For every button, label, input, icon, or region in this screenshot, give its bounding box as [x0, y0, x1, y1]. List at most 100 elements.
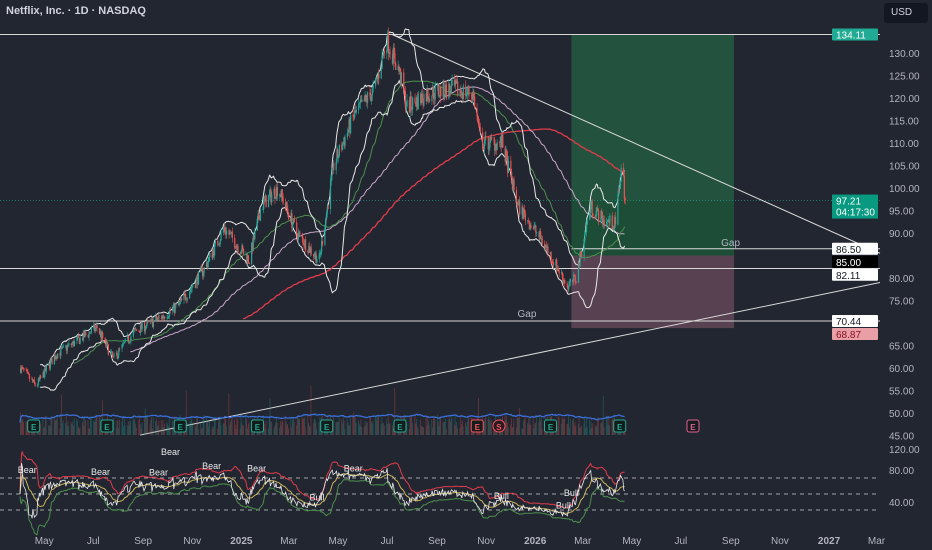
candle[interactable] — [442, 81, 444, 97]
candle[interactable] — [386, 49, 388, 54]
candle[interactable] — [90, 328, 93, 333]
candle[interactable] — [81, 337, 84, 341]
candle[interactable] — [247, 255, 250, 263]
candle[interactable] — [507, 155, 509, 173]
earnings-marker-icon[interactable] — [250, 419, 264, 433]
candle[interactable] — [308, 246, 311, 253]
candle[interactable] — [78, 337, 80, 344]
candle[interactable] — [42, 371, 44, 378]
candle[interactable] — [400, 72, 402, 85]
candle[interactable] — [218, 243, 221, 246]
candle[interactable] — [256, 218, 258, 231]
candle[interactable] — [370, 95, 372, 101]
candle[interactable] — [298, 232, 300, 234]
candle[interactable] — [98, 328, 101, 334]
candle[interactable] — [423, 93, 425, 106]
candle[interactable] — [518, 201, 520, 204]
candle[interactable] — [494, 143, 497, 151]
candle[interactable] — [337, 156, 340, 159]
candle[interactable] — [624, 198, 626, 201]
candle[interactable] — [208, 257, 210, 262]
candle[interactable] — [342, 143, 344, 150]
candle[interactable] — [231, 231, 233, 238]
candle[interactable] — [172, 307, 174, 312]
candle[interactable] — [325, 213, 328, 219]
candle[interactable] — [522, 206, 524, 219]
candle[interactable] — [547, 246, 549, 254]
candle[interactable] — [38, 378, 40, 380]
candle[interactable] — [239, 251, 241, 254]
candle[interactable] — [550, 252, 552, 262]
candle[interactable] — [358, 103, 361, 105]
candle[interactable] — [583, 240, 585, 257]
candle[interactable] — [457, 81, 459, 95]
candle[interactable] — [432, 86, 435, 99]
candle[interactable] — [262, 209, 264, 210]
candle[interactable] — [281, 189, 283, 197]
candle[interactable] — [205, 262, 208, 268]
candle[interactable] — [324, 228, 326, 245]
candle[interactable] — [144, 328, 146, 332]
candle[interactable] — [212, 250, 214, 258]
candle[interactable] — [523, 209, 525, 219]
candle[interactable] — [240, 252, 242, 254]
candle[interactable] — [140, 324, 142, 330]
candle[interactable] — [100, 331, 102, 339]
candle[interactable] — [474, 96, 476, 109]
candle[interactable] — [432, 86, 434, 97]
candle[interactable] — [533, 226, 535, 229]
candle[interactable] — [44, 367, 46, 378]
candle[interactable] — [200, 267, 202, 272]
candle[interactable] — [115, 352, 117, 354]
earnings-marker-icon[interactable] — [543, 419, 557, 433]
currency-button[interactable]: USD — [884, 3, 928, 23]
candle[interactable] — [383, 50, 385, 57]
candle[interactable] — [545, 245, 547, 249]
candle[interactable] — [296, 222, 298, 234]
candle[interactable] — [416, 97, 419, 109]
candle[interactable] — [132, 330, 134, 337]
earnings-marker-icon[interactable] — [173, 419, 187, 433]
candle[interactable] — [378, 73, 380, 79]
candle[interactable] — [487, 136, 489, 150]
candle[interactable] — [236, 245, 238, 247]
candle[interactable] — [434, 85, 436, 100]
candle[interactable] — [112, 356, 114, 357]
candle[interactable] — [391, 53, 394, 64]
candle[interactable] — [218, 244, 220, 246]
candle[interactable] — [342, 141, 345, 144]
candle[interactable] — [516, 202, 518, 206]
candle[interactable] — [241, 245, 243, 253]
candle[interactable] — [521, 206, 523, 215]
candle[interactable] — [25, 369, 27, 371]
candle[interactable] — [575, 281, 577, 283]
candle[interactable] — [242, 249, 245, 255]
candle[interactable] — [383, 50, 386, 54]
candle[interactable] — [162, 315, 164, 318]
candle[interactable] — [195, 278, 197, 288]
candle[interactable] — [201, 267, 203, 269]
candle[interactable] — [456, 81, 458, 84]
candle[interactable] — [412, 97, 414, 110]
candle[interactable] — [95, 325, 97, 328]
candle[interactable] — [194, 286, 196, 288]
candle[interactable] — [20, 366, 23, 373]
candle[interactable] — [478, 124, 481, 127]
candle[interactable] — [377, 73, 379, 79]
candle[interactable] — [375, 78, 378, 80]
candle[interactable] — [467, 86, 469, 93]
candle[interactable] — [365, 94, 367, 98]
candle[interactable] — [169, 310, 171, 312]
candle[interactable] — [191, 286, 193, 289]
candle[interactable] — [248, 262, 250, 264]
candle[interactable] — [459, 90, 461, 95]
candle[interactable] — [288, 213, 290, 220]
candle[interactable] — [502, 134, 504, 148]
candle[interactable] — [147, 320, 149, 322]
candle[interactable] — [189, 289, 192, 293]
candle[interactable] — [284, 203, 287, 207]
candle[interactable] — [275, 198, 277, 200]
candle[interactable] — [465, 85, 467, 97]
candle[interactable] — [490, 136, 493, 140]
candle[interactable] — [602, 215, 604, 225]
